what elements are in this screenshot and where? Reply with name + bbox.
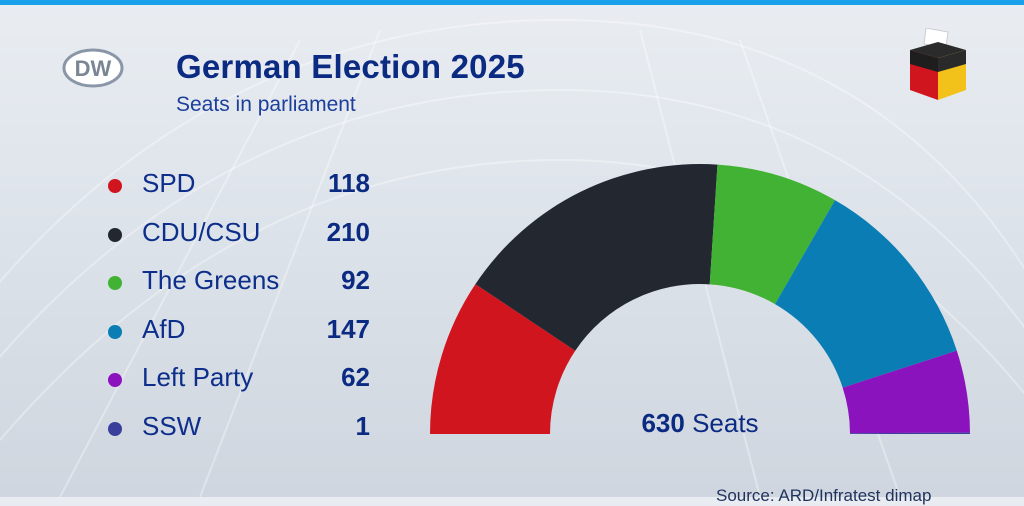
dw-logo: DW [62,48,124,88]
legend-item: The Greens 92 [108,263,380,312]
legend-value: 92 [341,265,370,295]
legend-swatch [108,421,122,436]
top-accent-strip [0,0,1024,5]
legend-item: AfD 147 [108,312,380,361]
legend-item: CDU/CSU 210 [108,215,380,264]
seat-segment-the-greens [709,164,835,305]
legend-label: SSW [142,410,202,441]
ballot-box-icon [910,28,966,100]
legend-swatch [108,373,122,387]
chart-title: German Election 2025 [176,48,525,85]
legend-label: AfD [142,313,186,344]
seat-segment-spd [430,284,576,434]
seat-segment-ssw [849,432,970,434]
legend-label: Left Party [142,362,254,392]
legend-value: 1 [355,410,370,441]
total-seats-number: 630 [641,408,685,438]
legend-label: The Greens [142,265,280,295]
total-seats-unit: Seats [692,408,759,438]
legend-item: SSW 1 [108,409,380,458]
legend-value: 118 [328,168,370,198]
legend-swatch [108,179,122,193]
seat-segment-cdu-csu [475,164,718,351]
legend-label: SPD [142,168,196,198]
legend-value: 147 [326,313,370,344]
chart-subtitle: Seats in parliament [176,93,356,116]
seat-segment-afd [775,200,957,388]
source-note: Source: ARD/Infratest dimap [716,486,932,505]
legend-value: 210 [326,216,370,247]
seat-segment-left-party [842,350,970,434]
legend: SPD 118 CDU/CSU 210 The Greens 92 AfD 147 Left P… [108,166,380,457]
legend-label: CDU/CSU [142,216,261,247]
legend-item: SPD 118 [108,166,380,215]
legend-value: 62 [341,362,370,392]
legend-swatch [108,227,122,242]
legend-swatch [108,324,122,339]
legend-item: Left Party 62 [108,360,380,409]
legend-swatch [108,276,122,290]
total-seats-label: 630 Seats [600,408,800,439]
dw-logo-text: DW [75,56,112,81]
